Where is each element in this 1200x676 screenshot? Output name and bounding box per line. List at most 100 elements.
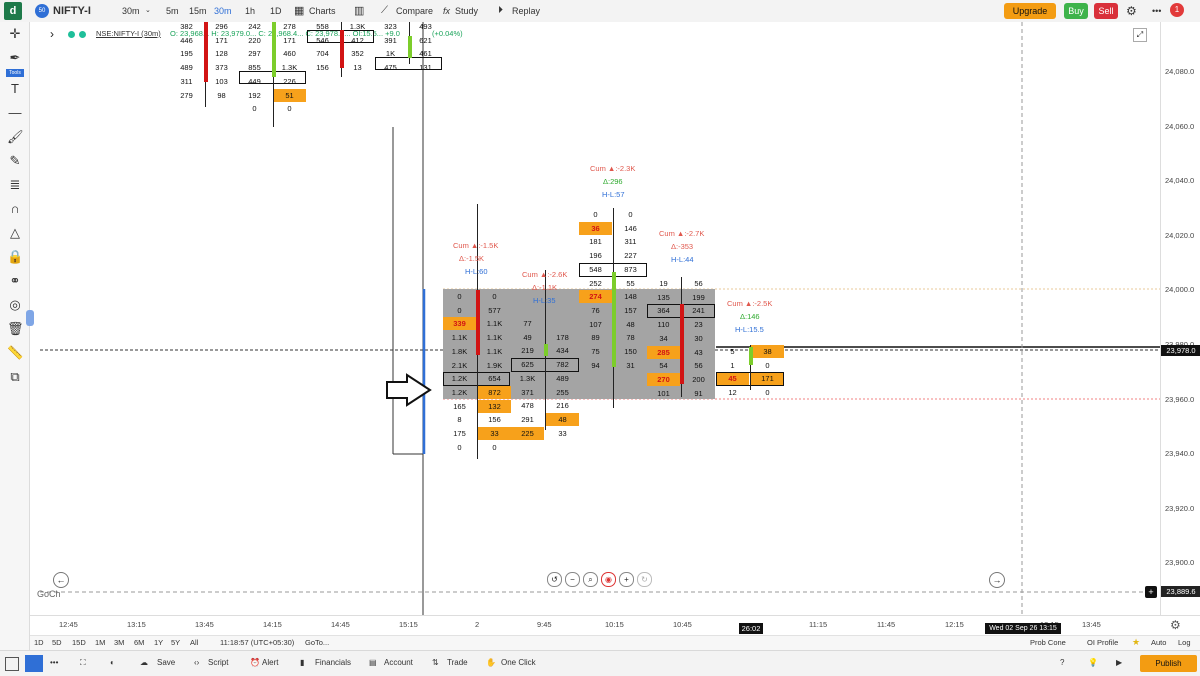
script-button[interactable]: Script — [208, 658, 229, 667]
undo-icon[interactable]: ↺ — [547, 572, 562, 587]
app-logo[interactable]: d — [4, 2, 22, 20]
legend-collapse-icon[interactable]: › — [50, 27, 54, 41]
study-button[interactable]: Study — [455, 6, 479, 16]
link-icon[interactable]: ⚭ — [9, 273, 21, 288]
scroll-right-icon[interactable]: → — [989, 572, 1005, 588]
range-3m[interactable]: 3M — [114, 638, 125, 647]
axis-settings-icon[interactable]: ⚙ — [1170, 618, 1181, 632]
chart-pane[interactable]: › NSE:NIFTY-I (30m) O: 23,968... H: 23,9… — [26, 22, 1196, 615]
crosshair-icon[interactable]: ✛ — [9, 26, 21, 41]
more-icon[interactable]: ••• — [1152, 6, 1162, 16]
save-button[interactable]: Save — [157, 658, 176, 667]
lightbulb-icon[interactable]: 💡 — [1088, 658, 1098, 667]
screenshot-icon[interactable]: ⧉ — [10, 369, 20, 384]
log-scale-button[interactable]: Log — [1178, 638, 1191, 647]
range-5y[interactable]: 5Y — [171, 638, 181, 647]
charts-icon[interactable]: ▦ — [294, 5, 305, 17]
range-1d[interactable]: 1D — [34, 638, 44, 647]
trade-button[interactable]: Trade — [447, 658, 468, 667]
sell-button[interactable]: Sell — [1094, 3, 1118, 19]
footprint-cell: 89 — [591, 333, 600, 343]
oi-profile-button[interactable]: OI Profile — [1087, 638, 1119, 647]
theme-icon[interactable]: ◐ — [110, 658, 115, 667]
candle-body — [271, 22, 276, 77]
footprint-cell: 255 — [556, 387, 569, 397]
range-1y[interactable]: 1Y — [154, 638, 164, 647]
highlighter-icon[interactable]: ✎ — [9, 153, 21, 168]
buy-button[interactable]: Buy — [1064, 3, 1088, 19]
range-5d[interactable]: 5D — [52, 638, 62, 647]
one-click-icon[interactable]: ✋ — [486, 658, 496, 667]
range-1m[interactable]: 1M — [95, 638, 106, 647]
zoom-in-icon[interactable]: + — [619, 572, 634, 587]
measure-icon[interactable]: △ — [10, 225, 20, 240]
compare-button[interactable]: Compare — [396, 6, 434, 16]
footprint-cell: 150 — [624, 347, 637, 356]
hide-icon[interactable]: ◎ — [9, 297, 21, 312]
line-icon[interactable]: — — [8, 105, 22, 120]
auto-scale-button[interactable]: Auto — [1151, 638, 1167, 647]
ruler-icon[interactable]: 📏 — [7, 345, 24, 360]
charts-button[interactable]: Charts — [309, 6, 336, 16]
trash-icon[interactable]: 🗑 — [7, 321, 24, 336]
more-icon[interactable]: ••• — [50, 658, 59, 667]
publish-button[interactable]: Publish — [1140, 655, 1197, 672]
replay-button[interactable]: Replay — [512, 6, 541, 16]
range-15d[interactable]: 15D — [72, 638, 86, 647]
video-icon[interactable]: ▶ — [1116, 658, 1123, 667]
upgrade-button[interactable]: Upgrade — [1004, 3, 1056, 19]
alert-button[interactable]: Alert — [262, 658, 279, 667]
star-icon[interactable]: ★ — [1132, 637, 1141, 647]
chevron-down-icon[interactable]: ⌄ — [145, 7, 151, 14]
cloud-icon[interactable]: ☁ — [140, 658, 148, 667]
interval-30m[interactable]: 30m — [214, 6, 232, 16]
footprint-cell: 0 — [593, 210, 598, 219]
gear-icon[interactable]: ⚙ — [1126, 4, 1137, 18]
interval-1h[interactable]: 1h — [245, 6, 256, 16]
trade-icon[interactable]: ⇅ — [432, 658, 439, 667]
price-axis[interactable]: 24,080.0 24,060.0 24,040.0 24,020.0 24,0… — [1160, 22, 1200, 615]
compare-icon[interactable]: ⟋ — [381, 5, 388, 16]
add-price-icon[interactable]: + — [1145, 586, 1157, 598]
fib-icon[interactable]: ≣ — [9, 177, 21, 192]
pen-icon[interactable]: ✒ — [9, 50, 21, 65]
layout-icon[interactable]: ▥ — [354, 5, 365, 17]
magnet-icon[interactable]: ∩ — [10, 201, 20, 216]
alert-icon[interactable]: ⏰ — [250, 658, 260, 667]
goto-button[interactable]: GoTo... — [305, 638, 330, 647]
interval-5m[interactable]: 5m — [166, 6, 179, 16]
range-6m[interactable]: 6M — [134, 638, 145, 647]
text-icon[interactable]: T — [11, 81, 19, 96]
legend-symbol[interactable]: NSE:NIFTY-I (30m) — [96, 29, 161, 38]
brush-icon[interactable]: 🖌 — [7, 129, 24, 144]
time-axis[interactable]: 12:45 13:15 13:45 14:15 14:45 15:15 2 9:… — [30, 615, 1200, 636]
zoom-out-icon[interactable]: − — [565, 572, 580, 587]
fullscreen-icon[interactable]: ⛶ — [80, 658, 86, 667]
study-icon[interactable]: fx — [443, 6, 451, 16]
left-panel-handle[interactable] — [26, 310, 34, 326]
one-click-button[interactable]: One Click — [501, 658, 536, 667]
interval-1d[interactable]: 1D — [270, 6, 282, 16]
financials-button[interactable]: Financials — [315, 658, 352, 667]
account-button[interactable]: Account — [384, 658, 413, 667]
range-all[interactable]: All — [190, 638, 199, 647]
interval-15m[interactable]: 15m — [189, 6, 207, 16]
account-icon[interactable]: ▤ — [369, 658, 377, 667]
help-icon[interactable]: ? — [1060, 658, 1065, 667]
zoom-reset-icon[interactable]: ⌕ — [583, 572, 598, 587]
candle-body — [339, 30, 344, 68]
lock-icon[interactable]: 🔒 — [7, 249, 24, 264]
single-layout-icon[interactable] — [5, 657, 19, 671]
interval-selector[interactable]: 30m — [122, 6, 140, 16]
financials-icon[interactable]: ▮ — [300, 658, 305, 667]
symbol-name[interactable]: NIFTY-I — [53, 5, 91, 17]
camera-icon[interactable]: ◉ — [601, 572, 616, 587]
split-layout-icon[interactable] — [25, 655, 43, 672]
notification-badge[interactable]: 1 — [1170, 3, 1184, 17]
replay-icon[interactable]: ⏵ — [498, 5, 503, 16]
expand-icon[interactable]: ⤢ — [1133, 28, 1147, 42]
code-icon[interactable]: ‹› — [194, 658, 200, 667]
prob-cone-button[interactable]: Prob Cone — [1030, 638, 1066, 647]
redo-icon[interactable]: ↻ — [637, 572, 652, 587]
scroll-left-icon[interactable]: ← — [53, 572, 69, 588]
